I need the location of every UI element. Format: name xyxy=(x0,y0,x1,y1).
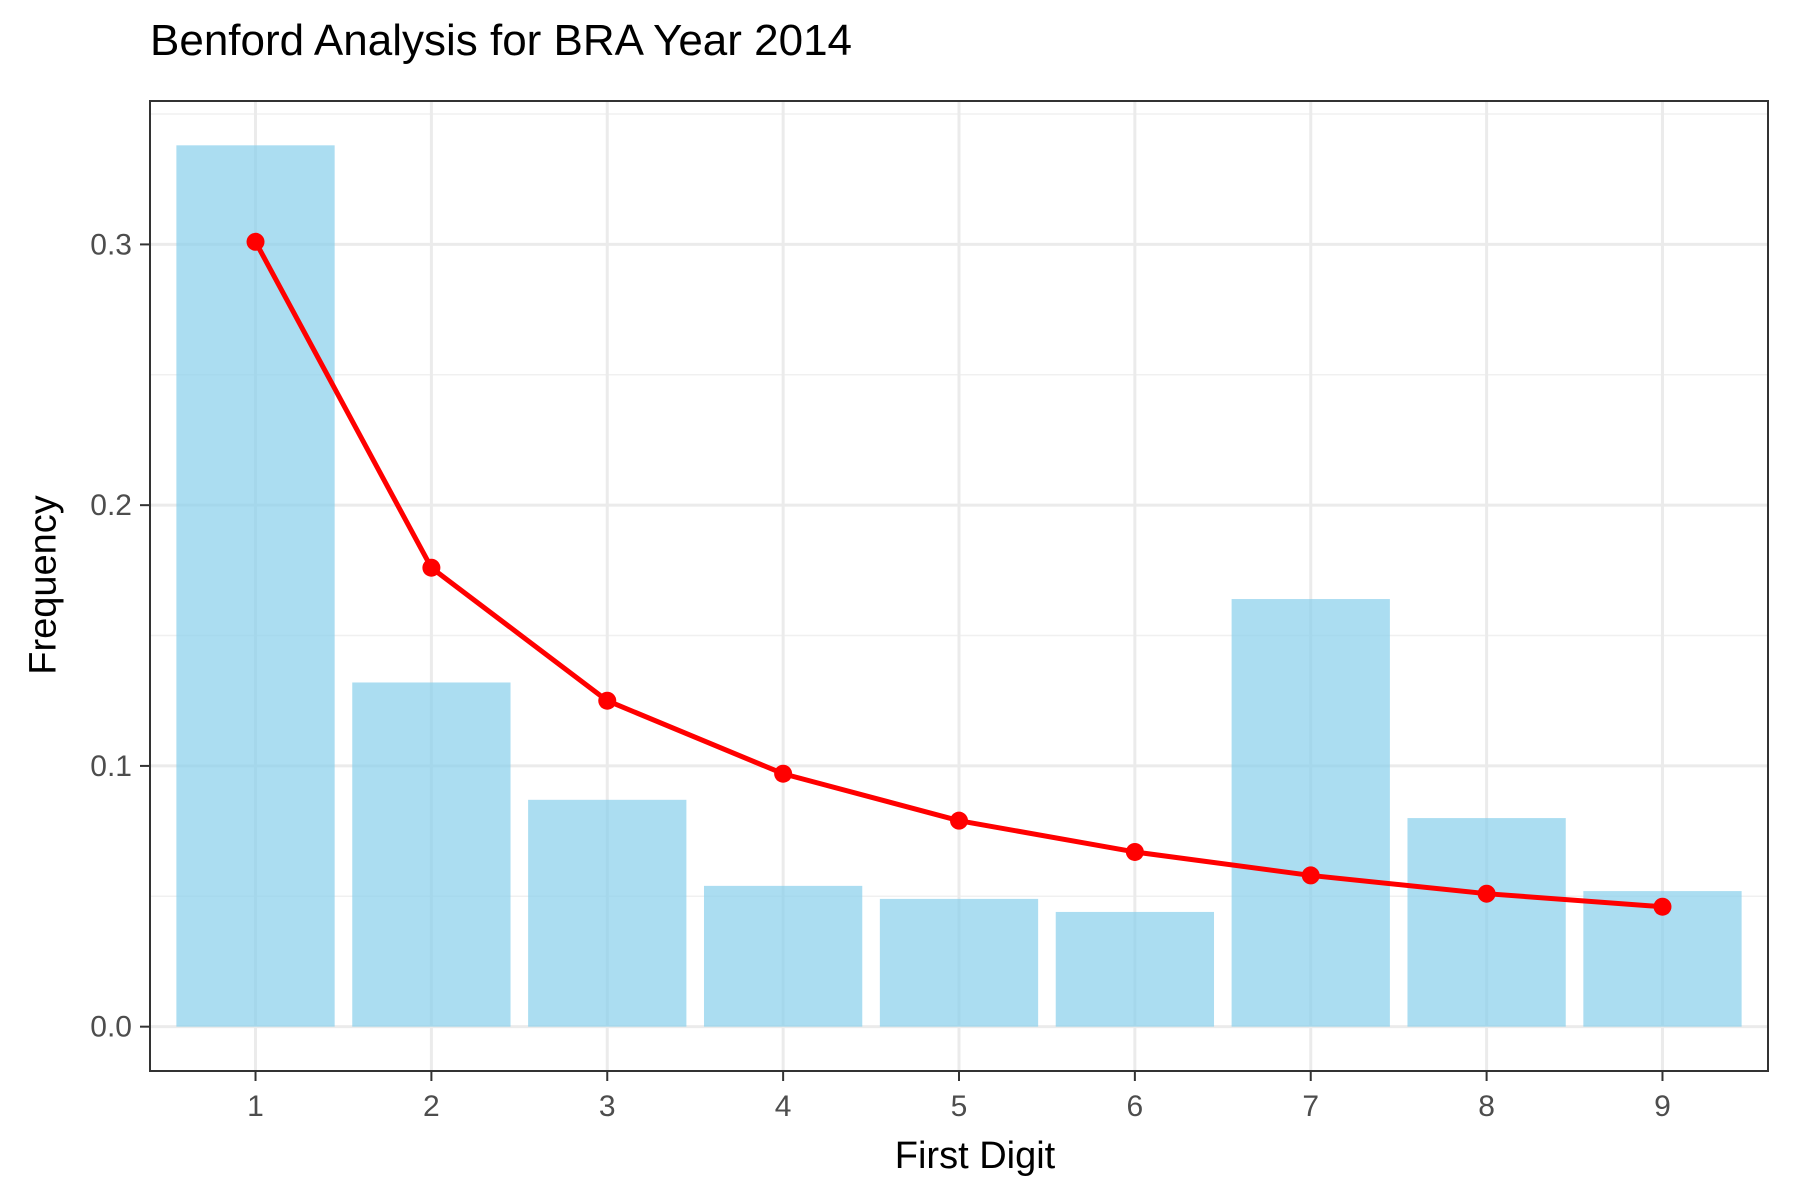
x-tick-label: 1 xyxy=(247,1090,264,1123)
y-tick-label: 0.0 xyxy=(90,1011,132,1044)
x-tick-label: 3 xyxy=(599,1090,616,1123)
benford-point-3 xyxy=(598,691,617,710)
benford-point-1 xyxy=(246,232,265,251)
benford-point-2 xyxy=(422,558,441,577)
x-tick-label: 5 xyxy=(951,1090,968,1123)
x-tick-label: 7 xyxy=(1302,1090,1319,1123)
y-tick-label: 0.3 xyxy=(90,228,132,261)
y-tick-label: 0.1 xyxy=(90,750,132,783)
x-axis-title: First Digit xyxy=(894,1135,1056,1177)
x-tick-label: 4 xyxy=(775,1090,792,1123)
benford-point-8 xyxy=(1477,884,1496,903)
y-tick-label: 0.2 xyxy=(90,489,132,522)
x-axis-ticks: 1 2 3 4 5 6 7 8 9 xyxy=(247,1071,1671,1123)
bar-digit-4 xyxy=(703,885,863,1027)
chart-title: Benford Analysis for BRA Year 2014 xyxy=(150,16,853,65)
bar-series xyxy=(176,145,1742,1027)
benford-point-9 xyxy=(1653,897,1672,916)
bar-digit-6 xyxy=(1055,911,1215,1027)
bar-digit-3 xyxy=(528,799,687,1027)
benford-point-4 xyxy=(774,764,793,783)
bar-digit-5 xyxy=(879,898,1039,1027)
bar-digit-8 xyxy=(1407,818,1566,1027)
benford-point-5 xyxy=(950,811,968,830)
x-tick-label: 9 xyxy=(1654,1090,1671,1123)
benford-line-series xyxy=(246,232,1672,916)
x-tick-label: 8 xyxy=(1478,1090,1495,1123)
bar-digit-1 xyxy=(176,145,335,1027)
y-axis-ticks: 0.0 0.1 0.2 0.3 xyxy=(90,228,150,1044)
bar-digit-7 xyxy=(1231,599,1390,1027)
bar-digit-2 xyxy=(352,682,511,1027)
benford-point-6 xyxy=(1125,842,1144,861)
benford-point-7 xyxy=(1301,866,1320,885)
x-tick-label: 6 xyxy=(1127,1090,1144,1123)
x-tick-label: 2 xyxy=(423,1090,440,1123)
